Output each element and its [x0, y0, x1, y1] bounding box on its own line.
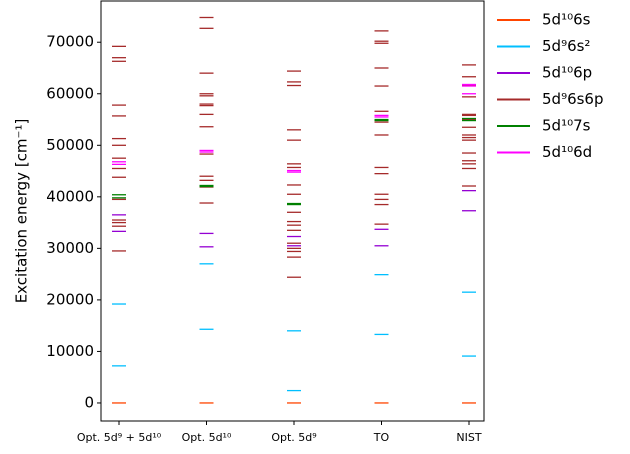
legend-label: 5d⁹6s²: [542, 37, 590, 55]
plot-frame: [100, 0, 485, 422]
legend-label: 5d¹⁰6d: [542, 143, 592, 161]
legend-label: 5d¹⁰7s: [542, 117, 591, 135]
y-tick-label: 40000: [46, 187, 94, 205]
x-tick-label: Opt. 5d⁹: [271, 431, 316, 444]
x-tick-label: Opt. 5d¹⁰: [182, 431, 232, 444]
x-tick-label: TO: [373, 431, 390, 444]
y-axis-label: Excitation energy [cm⁻¹]: [13, 119, 31, 304]
y-tick-label: 70000: [46, 33, 94, 51]
y-tick-label: 0: [84, 393, 94, 411]
legend-label: 5d⁹6s6p: [542, 90, 604, 108]
y-tick-label: 60000: [46, 84, 94, 102]
y-tick-label: 30000: [46, 239, 94, 257]
legend-label: 5d¹⁰6p: [542, 64, 592, 82]
legend-label: 5d¹⁰6s: [542, 11, 591, 29]
y-tick-label: 50000: [46, 136, 94, 154]
x-tick-label: NIST: [456, 431, 481, 444]
x-tick-label: Opt. 5d⁹ + 5d¹⁰: [77, 431, 162, 444]
y-tick-label: 10000: [46, 342, 94, 360]
y-tick-label: 20000: [46, 290, 94, 308]
